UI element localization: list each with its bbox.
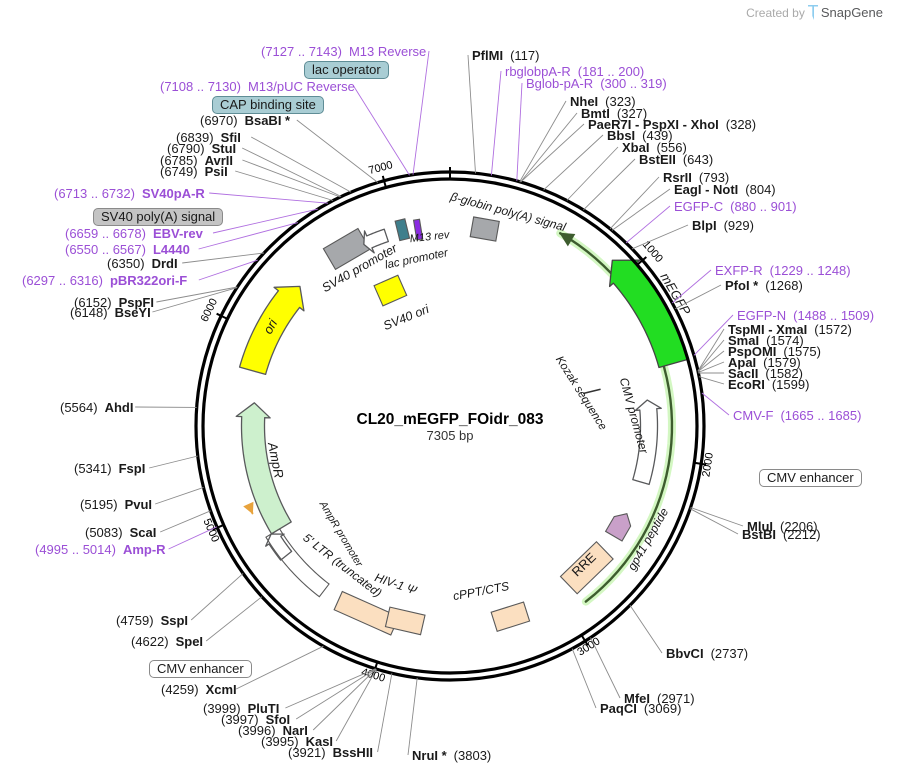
svg-text:7305 bp: 7305 bp bbox=[427, 428, 474, 443]
svg-text:CL20_mEGFP_FOidr_083: CL20_mEGFP_FOidr_083 bbox=[357, 411, 544, 428]
svg-text:6000: 6000 bbox=[199, 297, 220, 324]
svg-text:β-globin poly(A) signal: β-globin poly(A) signal bbox=[448, 189, 568, 234]
svg-text:5000: 5000 bbox=[200, 517, 221, 544]
svg-text:7000: 7000 bbox=[367, 159, 394, 177]
svg-text:Kozak sequence: Kozak sequence bbox=[553, 354, 609, 432]
svg-text:2000: 2000 bbox=[700, 452, 716, 478]
svg-text:SV40 ori: SV40 ori bbox=[381, 302, 432, 333]
svg-text:cPPT/CTS: cPPT/CTS bbox=[452, 579, 510, 603]
svg-text:3000: 3000 bbox=[575, 635, 602, 658]
